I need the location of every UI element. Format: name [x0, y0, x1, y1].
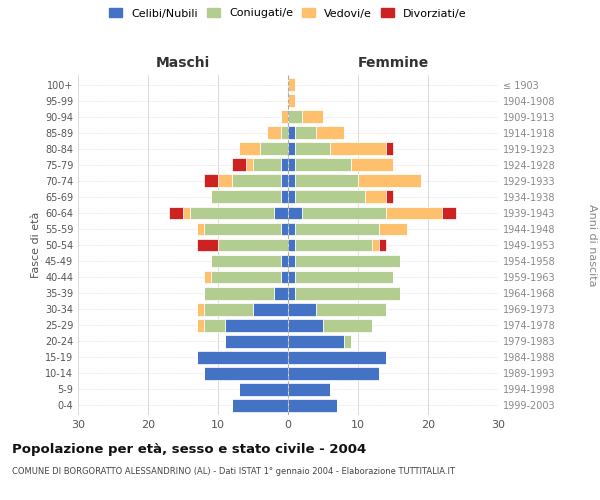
Bar: [379, 238, 386, 252]
Bar: [288, 78, 295, 91]
Bar: [281, 174, 288, 188]
Bar: [260, 142, 288, 155]
Text: Popolazione per età, sesso e stato civile - 2004: Popolazione per età, sesso e stato civil…: [12, 442, 366, 456]
Bar: [344, 335, 351, 347]
Bar: [288, 94, 295, 107]
Bar: [204, 174, 218, 188]
Bar: [295, 222, 379, 235]
Bar: [288, 206, 302, 220]
Bar: [253, 158, 281, 171]
Bar: [316, 126, 344, 139]
Bar: [288, 158, 295, 171]
Bar: [274, 206, 288, 220]
Bar: [295, 190, 365, 203]
Bar: [288, 351, 386, 364]
Bar: [330, 142, 386, 155]
Bar: [183, 206, 190, 220]
Bar: [295, 238, 372, 252]
Bar: [197, 351, 288, 364]
Bar: [386, 142, 393, 155]
Bar: [232, 399, 288, 412]
Bar: [267, 126, 281, 139]
Bar: [288, 335, 344, 347]
Bar: [295, 126, 316, 139]
Bar: [211, 254, 281, 268]
Bar: [239, 383, 288, 396]
Bar: [302, 206, 386, 220]
Bar: [281, 126, 288, 139]
Bar: [295, 174, 358, 188]
Bar: [232, 174, 281, 188]
Bar: [211, 270, 281, 283]
Bar: [281, 110, 288, 123]
Bar: [288, 238, 295, 252]
Bar: [351, 158, 393, 171]
Bar: [288, 399, 337, 412]
Bar: [204, 222, 281, 235]
Bar: [274, 286, 288, 300]
Bar: [218, 174, 232, 188]
Bar: [316, 302, 386, 316]
Bar: [197, 319, 204, 332]
Bar: [211, 190, 281, 203]
Bar: [218, 238, 288, 252]
Bar: [358, 174, 421, 188]
Bar: [281, 222, 288, 235]
Bar: [204, 286, 274, 300]
Bar: [288, 270, 295, 283]
Bar: [253, 302, 288, 316]
Bar: [372, 238, 379, 252]
Bar: [204, 367, 288, 380]
Bar: [379, 222, 407, 235]
Bar: [281, 254, 288, 268]
Bar: [295, 254, 400, 268]
Bar: [302, 110, 323, 123]
Bar: [197, 302, 204, 316]
Bar: [281, 270, 288, 283]
Text: COMUNE DI BORGORATTO ALESSANDRINO (AL) - Dati ISTAT 1° gennaio 2004 - Elaborazio: COMUNE DI BORGORATTO ALESSANDRINO (AL) -…: [12, 468, 455, 476]
Bar: [281, 158, 288, 171]
Bar: [288, 174, 295, 188]
Bar: [386, 206, 442, 220]
Bar: [288, 190, 295, 203]
Bar: [295, 270, 393, 283]
Bar: [169, 206, 183, 220]
Legend: Celibi/Nubili, Coniugati/e, Vedovi/e, Divorziati/e: Celibi/Nubili, Coniugati/e, Vedovi/e, Di…: [109, 8, 467, 18]
Text: Maschi: Maschi: [156, 56, 210, 70]
Bar: [204, 319, 225, 332]
Bar: [442, 206, 456, 220]
Text: Femmine: Femmine: [358, 56, 428, 70]
Bar: [204, 302, 253, 316]
Bar: [232, 158, 246, 171]
Bar: [288, 367, 379, 380]
Bar: [288, 302, 316, 316]
Bar: [197, 222, 204, 235]
Bar: [246, 158, 253, 171]
Bar: [225, 319, 288, 332]
Bar: [239, 142, 260, 155]
Bar: [323, 319, 372, 332]
Bar: [288, 319, 323, 332]
Y-axis label: Fasce di età: Fasce di età: [31, 212, 41, 278]
Bar: [288, 254, 295, 268]
Bar: [197, 238, 218, 252]
Bar: [288, 286, 295, 300]
Bar: [288, 126, 295, 139]
Bar: [288, 383, 330, 396]
Bar: [225, 335, 288, 347]
Bar: [281, 190, 288, 203]
Bar: [295, 142, 330, 155]
Bar: [295, 286, 400, 300]
Bar: [190, 206, 274, 220]
Bar: [295, 158, 351, 171]
Bar: [204, 270, 211, 283]
Bar: [288, 222, 295, 235]
Bar: [365, 190, 386, 203]
Bar: [386, 190, 393, 203]
Bar: [288, 142, 295, 155]
Bar: [288, 110, 302, 123]
Text: Anni di nascita: Anni di nascita: [587, 204, 597, 286]
